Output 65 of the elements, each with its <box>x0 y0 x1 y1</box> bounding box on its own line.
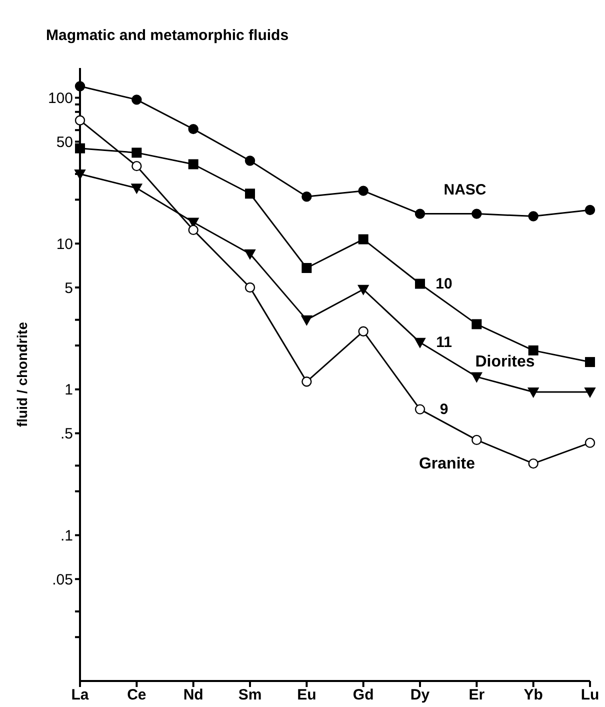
point <box>132 94 142 105</box>
x-tick-label: Nd <box>183 686 204 704</box>
point <box>471 372 482 382</box>
series-label: 10 <box>436 275 452 292</box>
x-tick-label: Ce <box>127 686 146 704</box>
point <box>244 282 256 293</box>
chart-title: Magmatic and metamorphic fluids <box>46 27 289 44</box>
point <box>472 434 482 446</box>
point <box>131 184 142 194</box>
point <box>74 81 86 92</box>
point <box>528 345 538 356</box>
y-tick-label: .1 <box>60 528 73 545</box>
point <box>358 186 368 196</box>
point <box>584 438 596 448</box>
point <box>132 160 142 172</box>
series-label: NASC <box>444 181 486 198</box>
point <box>414 338 426 348</box>
point <box>472 319 482 330</box>
point <box>244 156 256 166</box>
point <box>244 249 256 260</box>
point <box>528 458 538 469</box>
point <box>414 208 426 219</box>
x-tick-label: Gd <box>352 686 374 704</box>
point <box>245 188 255 199</box>
x-tick-label: Eu <box>297 686 316 704</box>
point <box>188 224 198 236</box>
x-tick-label: Sm <box>238 686 262 704</box>
y-axis-title: fluid / chondrite <box>14 322 30 427</box>
point <box>358 326 368 336</box>
point <box>528 387 539 398</box>
point <box>132 148 142 158</box>
y-tick-label: 100 <box>48 90 73 108</box>
point <box>414 404 426 414</box>
point <box>358 234 368 244</box>
point <box>584 204 596 216</box>
point <box>358 284 369 295</box>
x-tick-label: Lu <box>580 686 600 704</box>
point <box>415 278 425 289</box>
y-tick-label: 1 <box>64 382 73 399</box>
point <box>302 376 312 387</box>
point <box>301 315 312 326</box>
point <box>74 170 86 180</box>
annotation: Diorites <box>475 354 535 370</box>
point <box>528 211 538 222</box>
y-tick-label: .05 <box>52 571 73 588</box>
x-tick-label: Er <box>468 686 485 704</box>
point <box>302 191 312 202</box>
series-label: 11 <box>436 334 452 351</box>
x-tick-label: Dy <box>410 686 430 704</box>
point <box>188 159 198 170</box>
point <box>585 357 595 368</box>
point <box>74 115 86 126</box>
y-tick-label: .5 <box>60 426 73 443</box>
x-tick-label: Yb <box>524 686 543 704</box>
y-tick-label: 50 <box>56 134 73 151</box>
annotation: Granite <box>418 456 476 472</box>
point <box>75 143 85 154</box>
point <box>302 262 312 273</box>
point <box>188 124 198 134</box>
y-tick-label: 10 <box>56 236 73 253</box>
point <box>584 387 596 398</box>
y-tick-label: 5 <box>64 280 73 297</box>
x-tick-label: La <box>71 686 90 704</box>
point <box>472 208 482 219</box>
series-label: 9 <box>440 400 448 418</box>
